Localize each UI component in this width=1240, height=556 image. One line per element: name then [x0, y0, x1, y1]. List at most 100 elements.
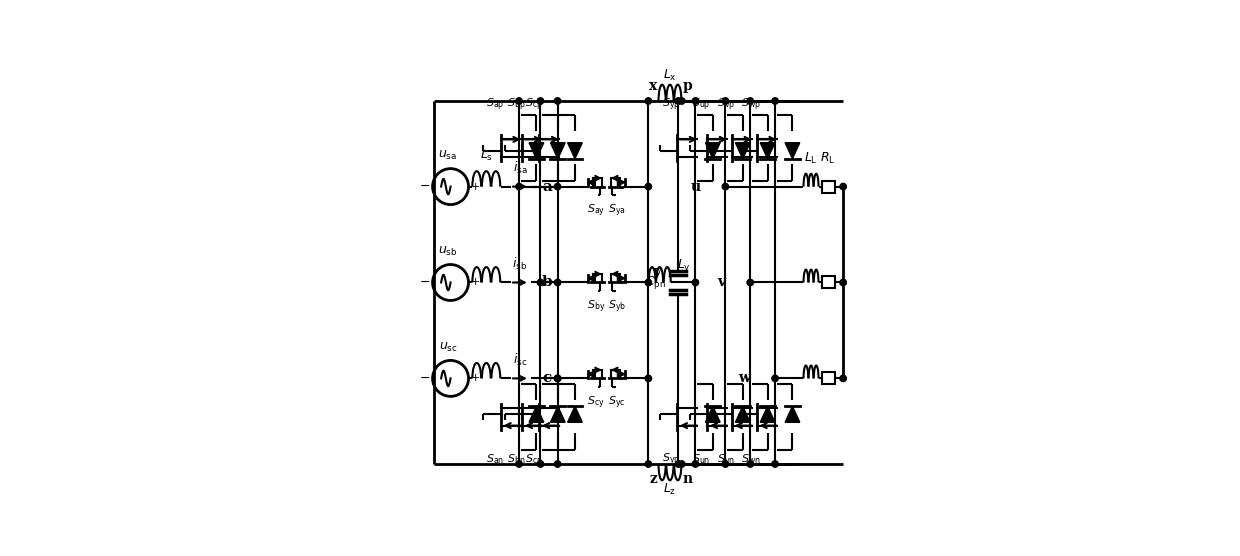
Polygon shape: [568, 143, 583, 159]
Text: −: −: [420, 276, 430, 289]
Text: c: c: [543, 371, 552, 385]
Text: $S_{\rm bp}$: $S_{\rm bp}$: [507, 97, 526, 113]
Text: $S_{\rm by}$: $S_{\rm by}$: [587, 299, 605, 315]
Circle shape: [722, 461, 729, 467]
Text: −: −: [420, 372, 430, 385]
Text: n: n: [683, 471, 693, 486]
Text: $C_{\rm pn}$: $C_{\rm pn}$: [645, 274, 666, 291]
Circle shape: [692, 98, 698, 104]
Text: $S_{\rm yc}$: $S_{\rm yc}$: [609, 395, 626, 411]
Text: a: a: [542, 180, 552, 193]
Circle shape: [537, 98, 543, 104]
Circle shape: [675, 98, 682, 104]
Text: $S_{\rm wp}$: $S_{\rm wp}$: [742, 97, 761, 113]
Polygon shape: [706, 143, 720, 159]
FancyBboxPatch shape: [822, 373, 835, 384]
Circle shape: [645, 279, 651, 286]
Polygon shape: [588, 179, 595, 186]
Circle shape: [537, 279, 543, 286]
Circle shape: [516, 98, 522, 104]
Text: $S_{\rm wn}$: $S_{\rm wn}$: [742, 452, 761, 466]
Text: x: x: [649, 80, 657, 93]
Text: b: b: [542, 275, 552, 290]
Text: $S_{\rm vn}$: $S_{\rm vn}$: [717, 452, 735, 466]
Text: $S_{\rm cn}$: $S_{\rm cn}$: [525, 452, 542, 466]
Text: $S_{\rm an}$: $S_{\rm an}$: [486, 452, 505, 466]
Polygon shape: [588, 275, 595, 282]
Text: $S_{\rm cp}$: $S_{\rm cp}$: [525, 97, 542, 113]
Text: +: +: [471, 277, 480, 287]
Text: $R_{\rm L}$: $R_{\rm L}$: [821, 151, 836, 166]
Circle shape: [692, 461, 698, 467]
Polygon shape: [706, 406, 720, 422]
Circle shape: [678, 461, 684, 467]
Text: z: z: [650, 471, 657, 486]
Text: $S_{\rm un}$: $S_{\rm un}$: [692, 452, 711, 466]
Polygon shape: [618, 275, 625, 282]
Polygon shape: [529, 406, 544, 422]
Circle shape: [771, 98, 779, 104]
Text: $L_{\rm s}$: $L_{\rm s}$: [480, 147, 492, 162]
Text: $S_{\rm yp}$: $S_{\rm yp}$: [662, 97, 681, 113]
Circle shape: [554, 98, 560, 104]
Text: $L_{\rm x}$: $L_{\rm x}$: [663, 68, 677, 83]
Circle shape: [839, 183, 847, 190]
FancyBboxPatch shape: [822, 276, 835, 289]
Text: +: +: [471, 182, 480, 192]
Text: v: v: [717, 275, 725, 290]
Circle shape: [746, 279, 754, 286]
Polygon shape: [529, 143, 544, 159]
Circle shape: [839, 279, 847, 286]
Text: $L_{\rm L}$: $L_{\rm L}$: [805, 151, 818, 166]
Text: $S_{\rm up}$: $S_{\rm up}$: [692, 97, 711, 113]
Text: $S_{\rm cy}$: $S_{\rm cy}$: [587, 395, 605, 411]
Circle shape: [645, 183, 651, 190]
Text: $i_{\rm sa}$: $i_{\rm sa}$: [512, 160, 527, 176]
Circle shape: [722, 98, 729, 104]
Circle shape: [537, 461, 543, 467]
Circle shape: [554, 183, 560, 190]
Text: u: u: [691, 180, 701, 193]
Circle shape: [746, 98, 754, 104]
Circle shape: [692, 279, 698, 286]
Polygon shape: [735, 143, 750, 159]
Text: $i_{\rm sc}$: $i_{\rm sc}$: [513, 352, 527, 368]
Text: $i_{\rm sb}$: $i_{\rm sb}$: [512, 256, 527, 272]
Circle shape: [675, 461, 682, 467]
Circle shape: [645, 461, 651, 467]
Polygon shape: [568, 406, 583, 422]
Text: $L_{\rm z}$: $L_{\rm z}$: [663, 482, 677, 497]
Text: $u_{\rm sb}$: $u_{\rm sb}$: [438, 245, 458, 257]
Text: $u_{\rm sa}$: $u_{\rm sa}$: [439, 148, 458, 162]
Text: $S_{\rm ap}$: $S_{\rm ap}$: [486, 97, 505, 113]
Text: y: y: [652, 265, 661, 279]
Polygon shape: [588, 371, 595, 378]
Text: p: p: [683, 80, 693, 93]
Text: −: −: [420, 180, 430, 193]
Text: $S_{\rm bn}$: $S_{\rm bn}$: [507, 452, 526, 466]
Circle shape: [722, 183, 729, 190]
Circle shape: [678, 98, 684, 104]
Text: w: w: [738, 371, 750, 385]
Polygon shape: [618, 371, 625, 378]
Circle shape: [771, 461, 779, 467]
Text: $S_{\rm vp}$: $S_{\rm vp}$: [717, 97, 735, 113]
Circle shape: [554, 375, 560, 381]
Circle shape: [839, 375, 847, 381]
Circle shape: [645, 375, 651, 381]
Text: $L_{\rm y}$: $L_{\rm y}$: [677, 257, 692, 274]
Text: $S_{\rm yn}$: $S_{\rm yn}$: [662, 452, 681, 468]
Circle shape: [554, 279, 560, 286]
Text: $S_{\rm ay}$: $S_{\rm ay}$: [587, 203, 605, 219]
Polygon shape: [551, 143, 565, 159]
Circle shape: [554, 461, 560, 467]
Circle shape: [554, 375, 560, 381]
Circle shape: [516, 183, 522, 190]
Circle shape: [516, 461, 522, 467]
Circle shape: [746, 461, 754, 467]
Polygon shape: [551, 406, 565, 422]
Polygon shape: [760, 143, 775, 159]
Polygon shape: [618, 179, 625, 186]
Circle shape: [645, 98, 651, 104]
Text: $S_{\rm yb}$: $S_{\rm yb}$: [608, 299, 626, 315]
